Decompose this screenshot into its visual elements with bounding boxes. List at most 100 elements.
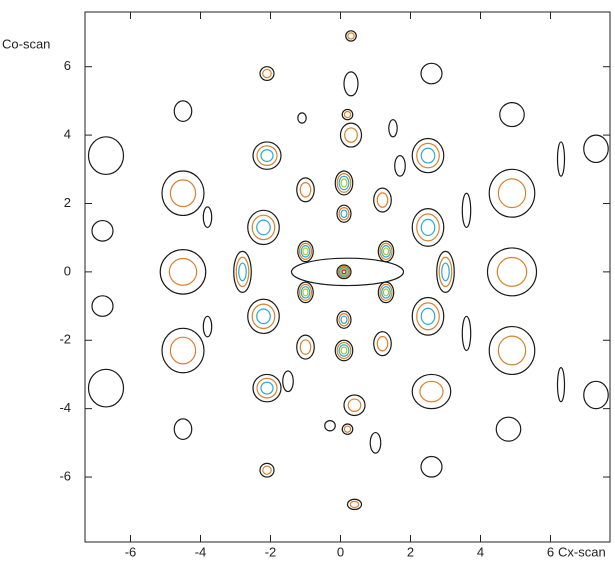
contour-line bbox=[299, 182, 312, 198]
contour-line bbox=[499, 102, 525, 128]
contour-line bbox=[290, 257, 405, 287]
contour-line bbox=[297, 281, 314, 304]
x-tick-label: 2 bbox=[407, 544, 414, 559]
contour-line bbox=[381, 286, 391, 299]
contour-line bbox=[336, 204, 352, 223]
contour-line bbox=[420, 218, 436, 237]
y-tick-label: -6 bbox=[59, 468, 71, 483]
contour-line bbox=[488, 325, 536, 376]
contour-line bbox=[495, 416, 522, 442]
contour-line bbox=[161, 327, 205, 374]
contour-line bbox=[336, 264, 352, 280]
contour-line bbox=[256, 377, 278, 399]
contour-line bbox=[202, 315, 213, 338]
contour-line bbox=[382, 247, 390, 256]
y-tick-label: -2 bbox=[59, 332, 71, 347]
contour-line bbox=[256, 145, 278, 166]
contour-line bbox=[338, 207, 350, 221]
contour-line bbox=[438, 256, 453, 288]
contour-line bbox=[87, 368, 125, 408]
contour-line bbox=[338, 313, 350, 327]
contour-line bbox=[340, 346, 348, 355]
contour-line bbox=[379, 242, 393, 260]
contour-line bbox=[173, 100, 193, 123]
contour-line bbox=[341, 108, 354, 121]
contour-line bbox=[496, 256, 528, 287]
contour-line bbox=[461, 192, 472, 229]
contour-line bbox=[298, 283, 313, 301]
contour-line bbox=[168, 257, 198, 286]
contour-line bbox=[388, 119, 398, 138]
contour-line bbox=[441, 262, 450, 282]
contour-line bbox=[343, 394, 366, 417]
contour-line bbox=[411, 373, 452, 410]
x-tick-label: -2 bbox=[265, 544, 277, 559]
contour-line bbox=[411, 208, 445, 247]
contour-line bbox=[169, 179, 197, 208]
contour-line bbox=[252, 141, 282, 170]
x-axis-label: Cx-scan bbox=[558, 544, 606, 559]
contour-line bbox=[251, 303, 276, 330]
contour-line bbox=[345, 30, 357, 42]
contour-line bbox=[169, 336, 197, 365]
y-tick-label: 0 bbox=[64, 263, 71, 278]
contour-line bbox=[340, 178, 348, 188]
contour-line bbox=[486, 247, 538, 297]
contour-line bbox=[347, 398, 362, 412]
contour-line bbox=[497, 335, 527, 366]
contour-line bbox=[583, 134, 609, 164]
contour-line bbox=[297, 240, 314, 263]
y-axis-label: Co-scan bbox=[2, 36, 50, 51]
contour-line bbox=[297, 112, 307, 124]
contour-line bbox=[338, 344, 350, 357]
contour-line bbox=[488, 168, 536, 218]
contour-line bbox=[87, 136, 125, 176]
contour-line bbox=[302, 288, 309, 297]
contour-line bbox=[340, 315, 348, 325]
x-tick-label: 4 bbox=[477, 544, 484, 559]
contour-line bbox=[337, 265, 351, 279]
y-tick-label: 4 bbox=[64, 127, 71, 142]
contour-line bbox=[259, 462, 275, 478]
y-tick-label: -4 bbox=[59, 400, 71, 415]
contour-line bbox=[416, 142, 440, 169]
y-tick-label: 6 bbox=[64, 58, 71, 73]
contour-line bbox=[334, 170, 354, 196]
contour-line bbox=[373, 331, 392, 357]
contour-line bbox=[344, 127, 358, 143]
contour-line bbox=[262, 68, 272, 79]
contour-line bbox=[259, 66, 275, 81]
contour-line bbox=[324, 420, 336, 432]
contour-line bbox=[382, 288, 390, 297]
y-tick-label: 2 bbox=[64, 195, 71, 210]
x-tick-label: 6 bbox=[547, 544, 554, 559]
x-tick-label: 0 bbox=[337, 544, 344, 559]
contour-line bbox=[376, 335, 389, 352]
contour-line bbox=[173, 418, 193, 441]
contour-line bbox=[343, 425, 352, 433]
contour-line bbox=[91, 219, 114, 242]
contour-line bbox=[369, 431, 382, 454]
contour-line bbox=[376, 192, 389, 208]
contour-line bbox=[296, 334, 315, 360]
contour-line bbox=[341, 269, 347, 275]
contour-line bbox=[302, 247, 309, 256]
contour-line bbox=[91, 295, 114, 317]
contour-line bbox=[411, 137, 445, 174]
contour-line bbox=[238, 262, 247, 282]
contour-line bbox=[247, 209, 280, 246]
contour-line bbox=[340, 268, 348, 276]
contour-line bbox=[420, 455, 443, 478]
contour-line bbox=[299, 339, 312, 355]
contour-line bbox=[436, 250, 455, 293]
contour-line bbox=[339, 122, 363, 148]
contour-line bbox=[420, 307, 436, 325]
contour-line bbox=[251, 214, 276, 241]
contour-line bbox=[334, 339, 354, 362]
contour-line bbox=[343, 71, 359, 97]
contour-line bbox=[159, 249, 207, 295]
x-tick-label: -4 bbox=[195, 544, 207, 559]
contour-line bbox=[260, 381, 274, 395]
contour-line bbox=[338, 175, 350, 191]
contour-line bbox=[381, 245, 391, 258]
